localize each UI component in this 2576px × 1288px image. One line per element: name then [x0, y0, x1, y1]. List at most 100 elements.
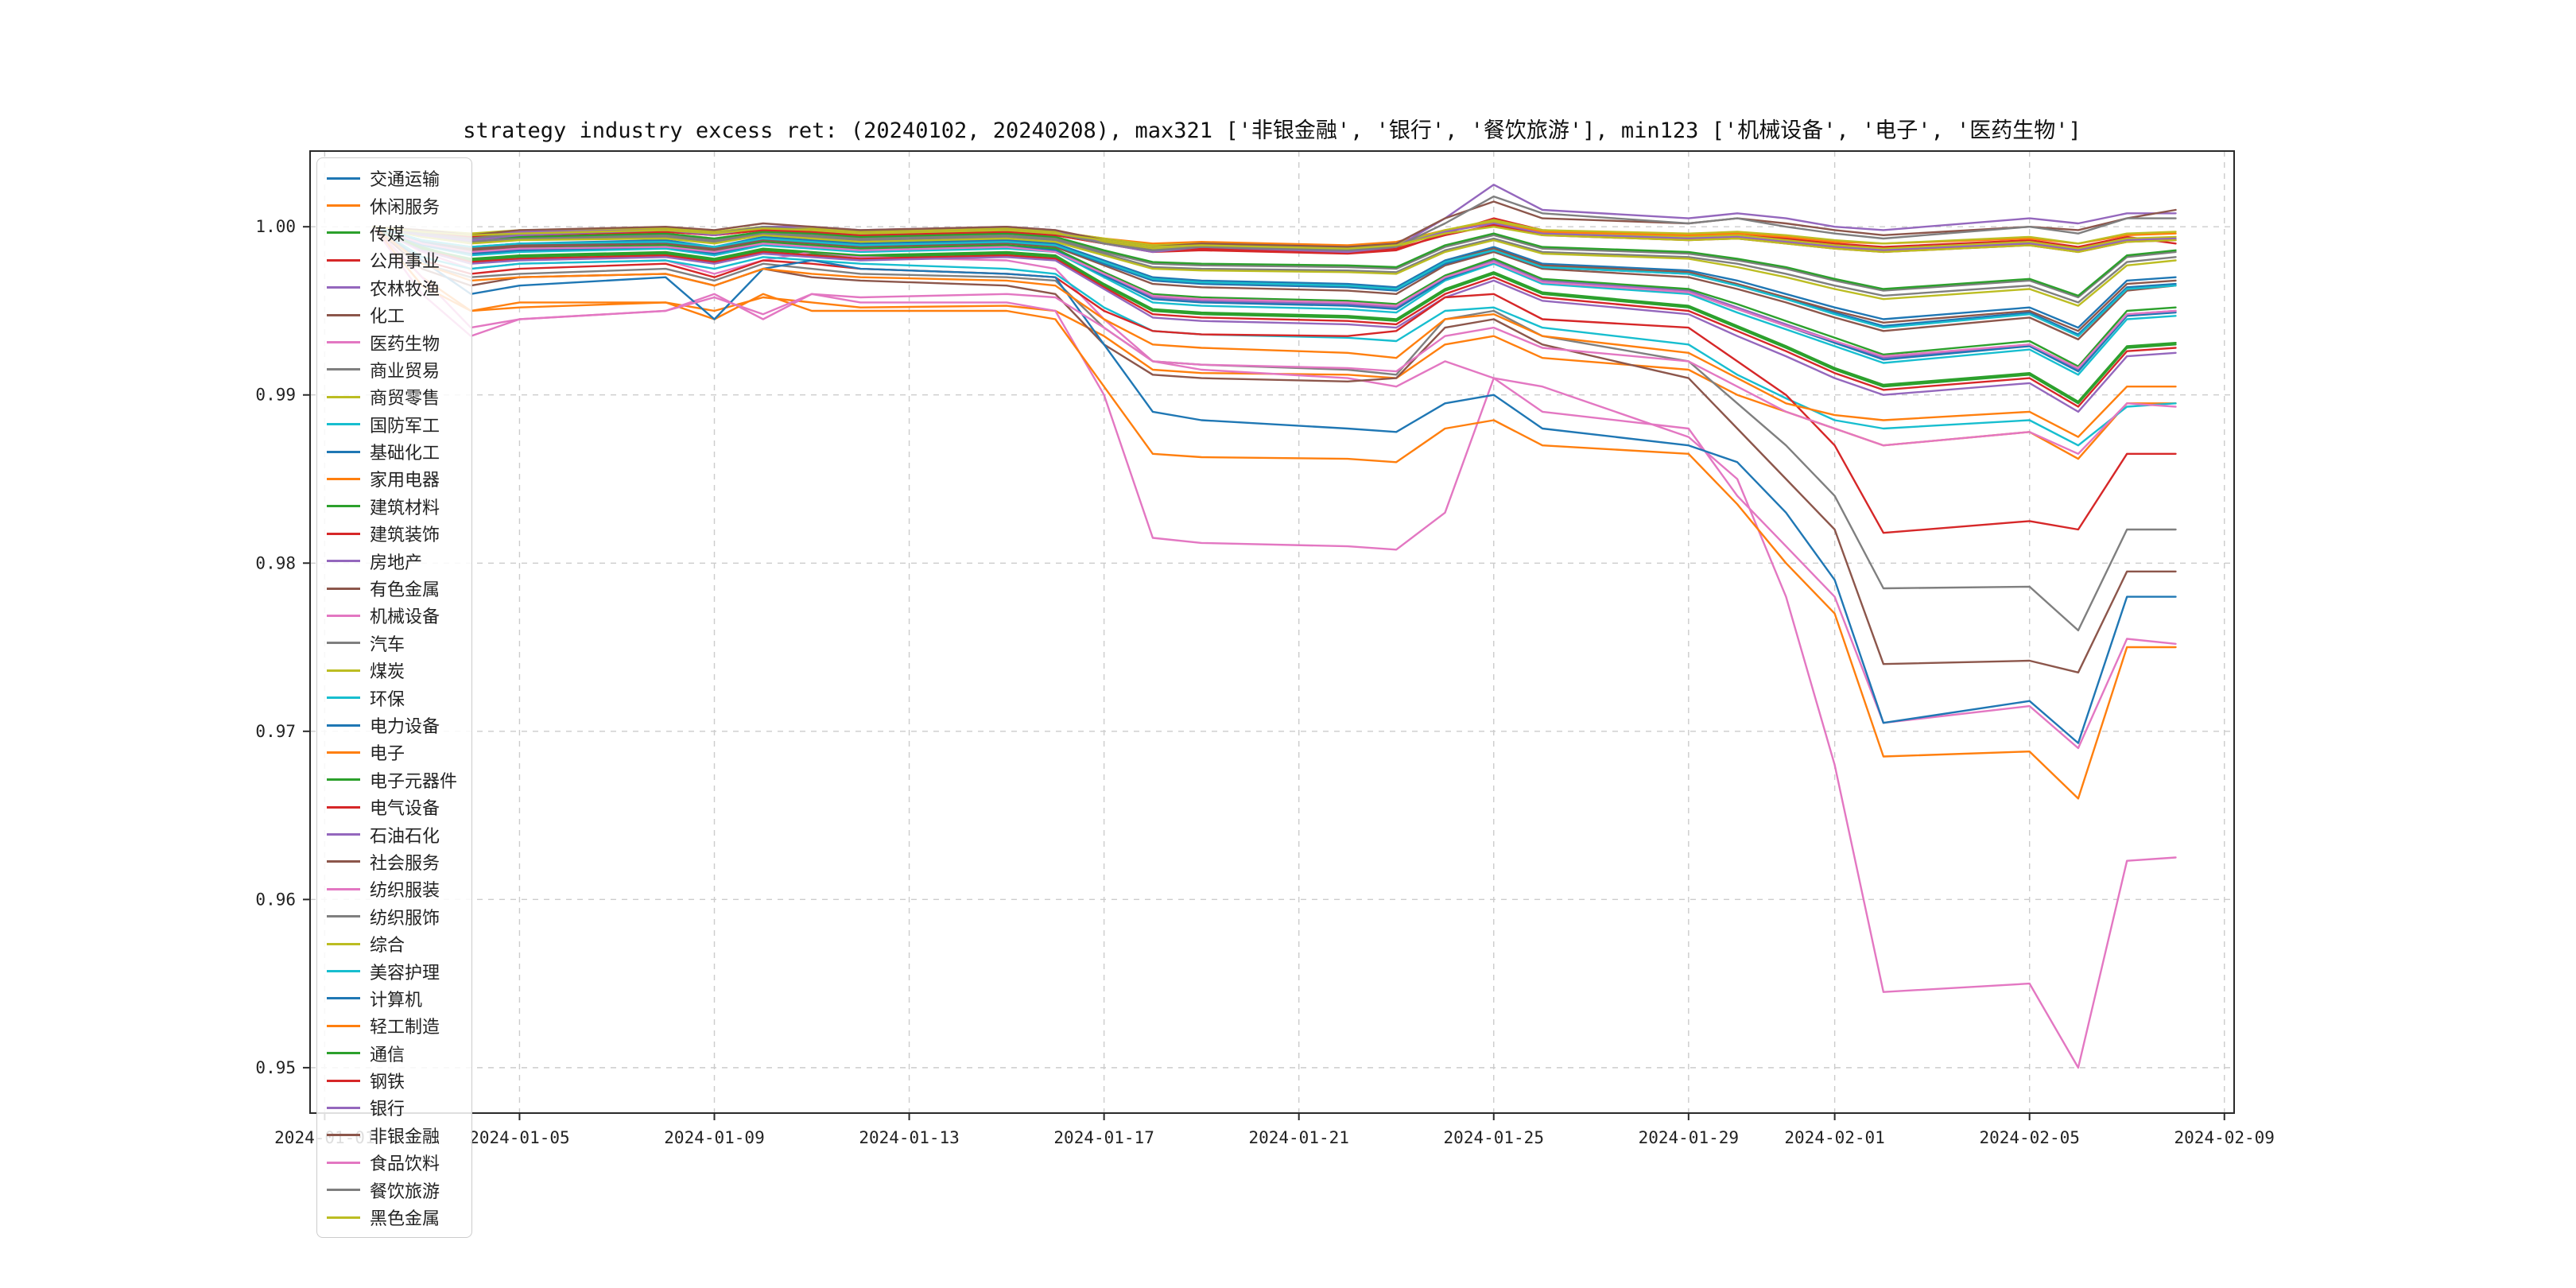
series-line-房地产 [372, 226, 2177, 413]
legend-line-swatch [327, 368, 360, 371]
legend-line-swatch [327, 1106, 360, 1109]
legend-label: 汽车 [370, 634, 405, 655]
legend-item-农林牧渔: 农林牧渔 [327, 274, 460, 301]
legend-label: 电力设备 [370, 717, 440, 737]
legend-item-家用电器: 家用电器 [327, 465, 460, 492]
x-tick-label: 2024-01-13 [859, 1128, 959, 1147]
legend-item-公用事业: 公用事业 [327, 246, 460, 274]
legend-line-swatch [327, 1216, 360, 1219]
legend-label: 餐饮旅游 [370, 1181, 440, 1202]
legend-item-煤炭: 煤炭 [327, 657, 460, 684]
legend: 交通运输 休闲服务 传媒 公用事业 农林牧渔 化工 医药生物 商业贸易 商贸零售 国防军工 基础化工… [316, 157, 472, 1239]
legend-item-电力设备: 电力设备 [327, 712, 460, 739]
legend-item-基础化工: 基础化工 [327, 438, 460, 465]
series-line-医药生物 [372, 226, 2177, 750]
legend-item-银行: 银行 [327, 1094, 460, 1121]
legend-item-食品饮料: 食品饮料 [327, 1149, 460, 1176]
legend-label: 医药生物 [370, 334, 440, 355]
legend-item-化工: 化工 [327, 301, 460, 328]
legend-item-商业贸易: 商业贸易 [327, 356, 460, 383]
legend-item-有色金属: 有色金属 [327, 575, 460, 602]
legend-item-社会服务: 社会服务 [327, 848, 460, 875]
x-tick-label: 2024-01-21 [1248, 1128, 1348, 1147]
legend-item-电子: 电子 [327, 739, 460, 766]
series-line-化工 [372, 226, 2177, 341]
legend-line-swatch [327, 231, 360, 235]
legend-item-纺织服装: 纺织服装 [327, 875, 460, 902]
legend-item-医药生物: 医药生物 [327, 328, 460, 355]
x-tick-label: 2024-01-17 [1053, 1128, 1154, 1147]
legend-item-石油石化: 石油石化 [327, 821, 460, 848]
legend-line-swatch [327, 1024, 360, 1027]
axes-frame [309, 150, 2235, 1114]
series-line-纺织服装 [372, 226, 2177, 370]
x-tick-label: 2024-01-25 [1444, 1128, 1544, 1147]
legend-line-swatch [327, 669, 360, 672]
legend-item-传媒: 传媒 [327, 219, 460, 246]
legend-item-商贸零售: 商贸零售 [327, 383, 460, 410]
legend-line-swatch [327, 395, 360, 398]
legend-line-swatch [327, 1079, 360, 1082]
legend-item-建筑装饰: 建筑装饰 [327, 520, 460, 547]
legend-label: 纺织服装 [370, 881, 440, 902]
legend-item-计算机: 计算机 [327, 985, 460, 1012]
legend-line-swatch [327, 204, 360, 208]
legend-line-swatch [327, 778, 360, 782]
legend-label: 商业贸易 [370, 361, 440, 382]
series-line-电子元器件 [372, 226, 2177, 403]
legend-label: 建筑装饰 [370, 526, 440, 546]
legend-line-swatch [327, 1134, 360, 1137]
legend-item-电子元器件: 电子元器件 [327, 766, 460, 793]
legend-item-国防军工: 国防军工 [327, 411, 460, 438]
legend-label: 环保 [370, 689, 405, 710]
x-tick-label: 2024-02-01 [1784, 1128, 1884, 1147]
legend-item-电气设备: 电气设备 [327, 793, 460, 821]
legend-line-swatch [327, 915, 360, 918]
legend-item-环保: 环保 [327, 684, 460, 711]
series-line-国防军工 [372, 226, 2177, 376]
legend-item-休闲服务: 休闲服务 [327, 192, 460, 219]
legend-item-汽车: 汽车 [327, 630, 460, 657]
legend-line-swatch [327, 970, 360, 973]
series-line-汽车 [372, 226, 2177, 304]
legend-line-swatch [327, 1161, 360, 1164]
series-line-建筑装饰 [372, 226, 2177, 408]
series-line-电气设备 [372, 226, 2177, 534]
series-line-轻工制造 [372, 226, 2177, 438]
legend-label: 有色金属 [370, 580, 440, 601]
legend-line-swatch [327, 587, 360, 590]
legend-label: 传媒 [370, 224, 405, 245]
legend-label: 社会服务 [370, 853, 440, 874]
legend-label: 煤炭 [370, 662, 405, 683]
legend-label: 石油石化 [370, 826, 440, 847]
legend-line-swatch [327, 997, 360, 1000]
legend-line-swatch [327, 477, 360, 480]
legend-line-swatch [327, 177, 360, 180]
legend-item-黑色金属: 黑色金属 [327, 1204, 460, 1231]
legend-item-钢铁: 钢铁 [327, 1067, 460, 1094]
legend-item-纺织服饰: 纺织服饰 [327, 903, 460, 930]
y-tick-label: 0.97 [255, 722, 296, 741]
legend-line-swatch [327, 805, 360, 809]
legend-label: 电气设备 [370, 799, 440, 820]
legend-label: 轻工制造 [370, 1018, 440, 1038]
legend-line-swatch [327, 833, 360, 836]
x-tick-label: 2024-01-09 [664, 1128, 764, 1147]
legend-label: 建筑材料 [370, 498, 440, 518]
legend-line-swatch [327, 560, 360, 563]
x-tick-label: 2024-01-05 [469, 1128, 569, 1147]
legend-line-swatch [327, 423, 360, 426]
legend-line-swatch [327, 724, 360, 727]
legend-label: 房地产 [370, 553, 423, 573]
legend-item-美容护理: 美容护理 [327, 957, 460, 984]
legend-label: 美容护理 [370, 963, 440, 983]
legend-line-swatch [327, 860, 360, 863]
legend-label: 计算机 [370, 990, 423, 1011]
y-tick-label: 0.99 [255, 386, 296, 405]
legend-line-swatch [327, 450, 360, 453]
legend-item-非银金融: 非银金融 [327, 1122, 460, 1149]
series-line-食品饮料 [372, 226, 2177, 455]
series-line-机械设备 [372, 226, 2177, 1069]
series-line-非银金融 [372, 200, 2177, 248]
